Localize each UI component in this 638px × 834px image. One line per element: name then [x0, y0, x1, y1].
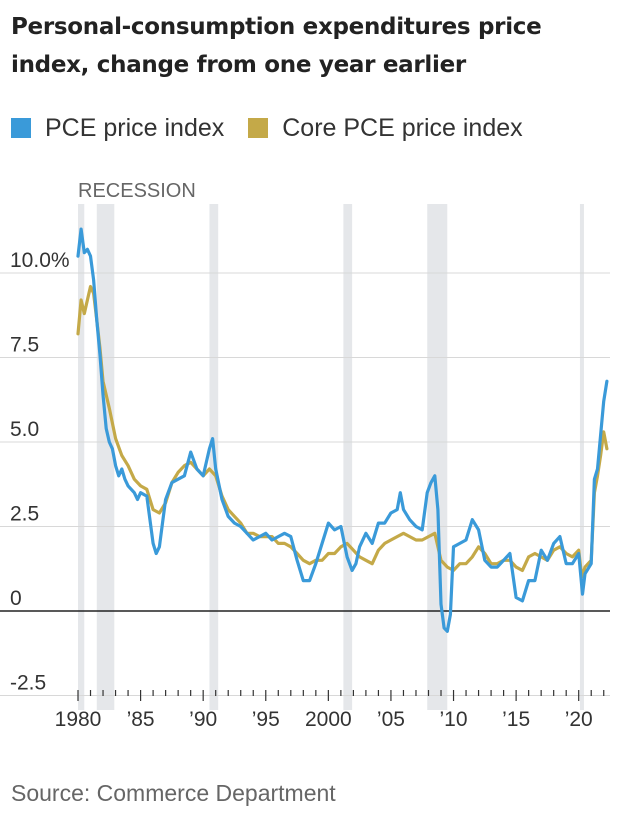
x-tick-label-7: ’15: [502, 708, 530, 731]
recession-band-5: [579, 204, 584, 710]
legend: PCE price index Core PCE price index: [11, 111, 547, 145]
source-note: Source: Commerce Department: [11, 780, 336, 806]
x-tick-label-8: ’20: [565, 708, 593, 731]
legend-item-pce: PCE price index: [11, 114, 224, 143]
recession-label: RECESSION: [78, 180, 196, 202]
recession-band-3: [343, 204, 353, 710]
x-tick-label-6: ’10: [440, 708, 468, 731]
legend-swatch-core-pce: [248, 118, 269, 138]
series-line-pce: [76, 227, 609, 633]
y-tick-label-3: 2.5: [10, 503, 39, 526]
x-tick-label-2: ’90: [189, 708, 217, 731]
series-line-core-pce: [76, 284, 609, 579]
x-axis: 1980 ’85 ’90 ’95 2000 ’05 ’10 ’15 ’20: [55, 690, 605, 731]
chart-plot: 10.0% 7.5 5.0 2.5 0 -2.5 1980 ’85 ’90 ’95 2000 ’05…: [0, 180, 610, 731]
legend-label-pce: PCE price index: [45, 113, 225, 142]
legend-item-core-pce: Core PCE price index: [248, 113, 523, 143]
x-tick-label-0: 1980: [55, 708, 102, 731]
x-tick-label-3: ’95: [252, 708, 280, 731]
gridlines: [0, 272, 610, 696]
y-axis: 10.0% 7.5 5.0 2.5 0 -2.5: [10, 249, 70, 695]
x-tick-label-1: ’85: [127, 708, 155, 731]
y-tick-label-0: 10.0%: [10, 249, 70, 272]
series-lines: [76, 227, 609, 633]
y-tick-label-5: -2.5: [10, 672, 46, 695]
recession-band-1: [96, 204, 115, 710]
legend-label-core-pce: Core PCE price index: [282, 113, 523, 142]
legend-swatch-pce: [11, 118, 31, 138]
y-tick-label-4: 0: [10, 587, 22, 610]
x-tick-label-5: ’05: [377, 708, 405, 731]
y-tick-label-2: 5.0: [10, 418, 39, 441]
recession-band-4: [427, 204, 448, 710]
y-tick-label-1: 7.5: [10, 334, 39, 357]
chart-title: Personal-consumption expenditures price …: [11, 14, 542, 78]
x-tick-label-4: 2000: [305, 708, 352, 731]
recession-band-0: [78, 204, 85, 710]
recession-bands: [78, 204, 584, 710]
